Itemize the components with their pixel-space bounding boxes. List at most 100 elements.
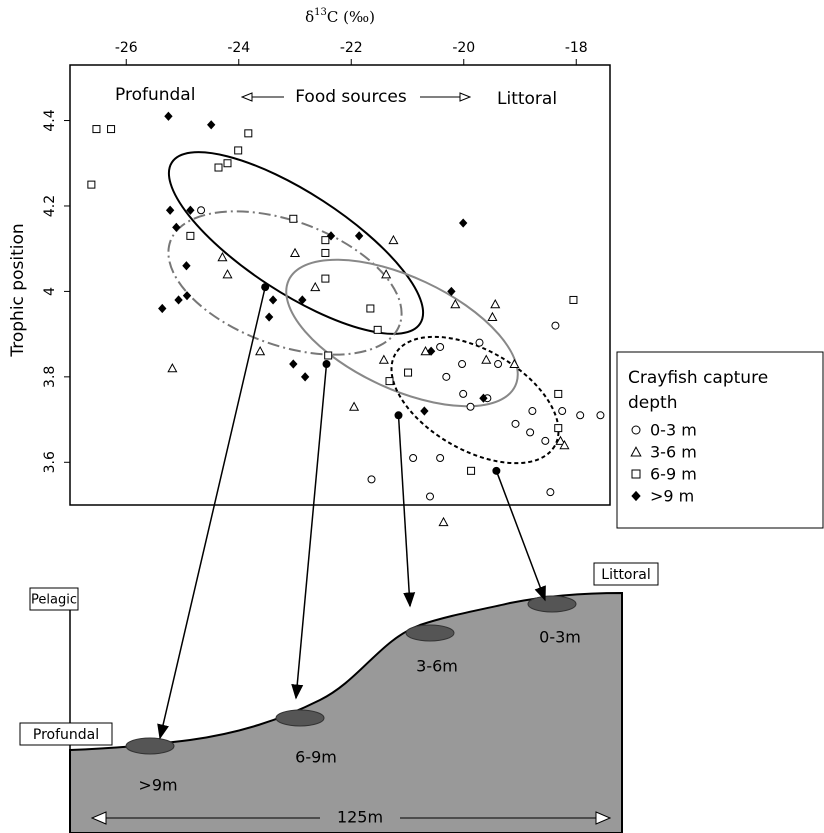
point [436,454,445,463]
point [569,295,578,304]
point [92,125,101,134]
point [87,180,96,189]
centroid-arrow [397,415,416,608]
x-axis-label: δ13C (‰) [305,7,375,27]
legend-label: >9 m [650,487,694,506]
width-label: 125m [337,808,383,827]
crayfish [125,595,577,755]
centroid [394,411,403,420]
x-tick-label: -20 [452,40,475,56]
point [511,419,520,428]
point [388,234,399,245]
point [404,368,413,377]
point [554,424,563,433]
ellipse [167,210,403,356]
point [596,411,605,420]
ellipse [167,151,425,335]
annotation: Profundal [115,85,195,105]
point [426,492,434,501]
x-tick-label: -22 [340,40,363,56]
point [367,475,376,484]
point [385,377,394,386]
point [268,295,278,305]
point [186,205,195,215]
point [182,261,191,271]
point [197,206,206,215]
point [164,111,173,121]
point [438,516,449,527]
point [289,214,298,223]
centroid-arrow [291,363,328,700]
zone-label: Pelagic [31,593,77,608]
point [182,291,192,301]
point [631,490,641,502]
point [576,411,585,420]
point [479,393,488,403]
point [481,354,492,364]
x-tick-label: -24 [227,40,250,56]
point [458,360,467,369]
point [551,321,560,330]
point [310,281,321,292]
annotation: Food sources [295,87,407,107]
point [490,298,501,309]
point [475,338,484,347]
zone-label: Profundal [33,727,99,743]
legend-label: 3-6 m [650,443,697,462]
legend [616,351,824,529]
point [459,218,468,228]
centroid [322,360,331,369]
point [321,236,330,245]
point [541,436,550,445]
point [554,389,563,398]
point [255,345,266,356]
point [436,342,445,351]
point [447,286,456,297]
point [409,454,418,463]
annotation: Littoral [497,89,557,109]
legend-title: Crayfish capture depth [628,368,768,413]
point [426,346,436,356]
point [546,488,555,497]
point [167,363,178,373]
centroid [492,466,501,475]
centroid-arrow [495,470,546,602]
x-tick-label: -18 [565,40,588,56]
point [321,274,330,283]
point [526,428,535,437]
point [289,359,298,369]
point [158,303,167,314]
ellipse [285,258,519,408]
point [467,466,476,475]
ellipse [390,335,560,465]
point [366,304,375,313]
point [174,295,183,305]
point [466,402,475,411]
centroid-arrow [157,286,266,740]
point [450,298,461,309]
point [244,129,253,138]
depth-label: 0-3m [539,628,581,647]
point [442,372,451,381]
point [214,163,223,172]
point [378,354,389,364]
legend-title: Crayfish capture depth [628,368,768,413]
point [165,205,175,215]
point [487,311,498,322]
point [222,269,233,279]
point [509,358,520,369]
point [528,407,537,416]
legend-label: 6-9 m [650,465,697,484]
point [207,120,216,130]
depth-label: 3-6m [416,657,458,676]
x-tick-label: -26 [115,40,138,56]
label-box [593,562,659,586]
label-box [29,587,79,611]
point [289,247,301,257]
point [223,159,232,168]
point [186,231,195,240]
point [264,312,274,322]
point [420,406,429,416]
point [354,231,364,241]
